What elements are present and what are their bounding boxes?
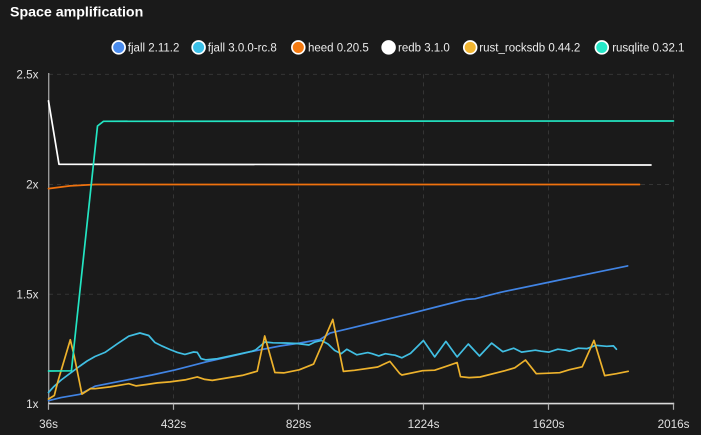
svg-text:rusqlite 0.32.1: rusqlite 0.32.1: [612, 43, 684, 55]
svg-text:Space amplification: Space amplification: [10, 5, 143, 21]
svg-text:432s: 432s: [161, 418, 187, 431]
svg-text:1.5x: 1.5x: [16, 288, 38, 301]
svg-text:heed 0.20.5: heed 0.20.5: [308, 43, 369, 55]
svg-text:2x: 2x: [26, 179, 39, 192]
svg-text:rust_rocksdb 0.44.2: rust_rocksdb 0.44.2: [479, 43, 580, 55]
svg-text:828s: 828s: [286, 418, 312, 431]
svg-text:fjall 3.0.0-rc.8: fjall 3.0.0-rc.8: [208, 43, 277, 55]
svg-text:1x: 1x: [26, 398, 39, 411]
svg-text:36s: 36s: [39, 418, 58, 431]
svg-text:fjall 2.11.2: fjall 2.11.2: [128, 43, 180, 55]
svg-text:2016s: 2016s: [658, 418, 690, 431]
svg-text:2.5x: 2.5x: [16, 69, 38, 82]
svg-text:redb 3.1.0: redb 3.1.0: [398, 43, 450, 55]
svg-text:1224s: 1224s: [408, 418, 440, 431]
svg-text:1620s: 1620s: [533, 418, 565, 431]
